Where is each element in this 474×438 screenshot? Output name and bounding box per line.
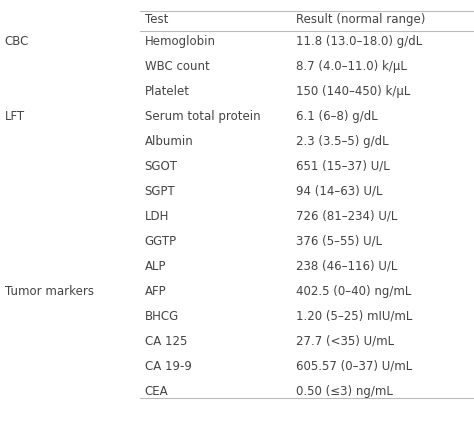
Text: Result (normal range): Result (normal range) <box>296 13 426 26</box>
Text: 1.20 (5–25) mIU/mL: 1.20 (5–25) mIU/mL <box>296 310 413 323</box>
Text: 238 (46–116) U/L: 238 (46–116) U/L <box>296 260 398 273</box>
Text: 11.8 (13.0–18.0) g/dL: 11.8 (13.0–18.0) g/dL <box>296 35 422 48</box>
Text: SGPT: SGPT <box>145 185 175 198</box>
Text: 6.1 (6–8) g/dL: 6.1 (6–8) g/dL <box>296 110 378 123</box>
Text: 27.7 (<35) U/mL: 27.7 (<35) U/mL <box>296 335 394 348</box>
Text: 402.5 (0–40) ng/mL: 402.5 (0–40) ng/mL <box>296 285 411 298</box>
Text: 376 (5–55) U/L: 376 (5–55) U/L <box>296 235 383 248</box>
Text: CBC: CBC <box>5 35 29 48</box>
Text: WBC count: WBC count <box>145 60 210 73</box>
Text: Hemoglobin: Hemoglobin <box>145 35 216 48</box>
Text: Tumor markers: Tumor markers <box>5 285 94 298</box>
Text: SGOT: SGOT <box>145 160 178 173</box>
Text: Test: Test <box>145 13 168 26</box>
Text: 651 (15–37) U/L: 651 (15–37) U/L <box>296 160 390 173</box>
Text: CA 19-9: CA 19-9 <box>145 360 191 373</box>
Text: GGTP: GGTP <box>145 235 177 248</box>
Text: LFT: LFT <box>5 110 25 123</box>
Text: 2.3 (3.5–5) g/dL: 2.3 (3.5–5) g/dL <box>296 135 389 148</box>
Text: ALP: ALP <box>145 260 166 273</box>
Text: CEA: CEA <box>145 385 168 398</box>
Text: 605.57 (0–37) U/mL: 605.57 (0–37) U/mL <box>296 360 412 373</box>
Text: 8.7 (4.0–11.0) k/μL: 8.7 (4.0–11.0) k/μL <box>296 60 407 73</box>
Text: 0.50 (≤3) ng/mL: 0.50 (≤3) ng/mL <box>296 385 393 398</box>
Text: LDH: LDH <box>145 210 169 223</box>
Text: Albumin: Albumin <box>145 135 193 148</box>
Text: 726 (81–234) U/L: 726 (81–234) U/L <box>296 210 398 223</box>
Text: 94 (14–63) U/L: 94 (14–63) U/L <box>296 185 383 198</box>
Text: 150 (140–450) k/μL: 150 (140–450) k/μL <box>296 85 410 98</box>
Text: Platelet: Platelet <box>145 85 190 98</box>
Text: CA 125: CA 125 <box>145 335 187 348</box>
Text: AFP: AFP <box>145 285 166 298</box>
Text: BHCG: BHCG <box>145 310 179 323</box>
Text: Serum total protein: Serum total protein <box>145 110 260 123</box>
